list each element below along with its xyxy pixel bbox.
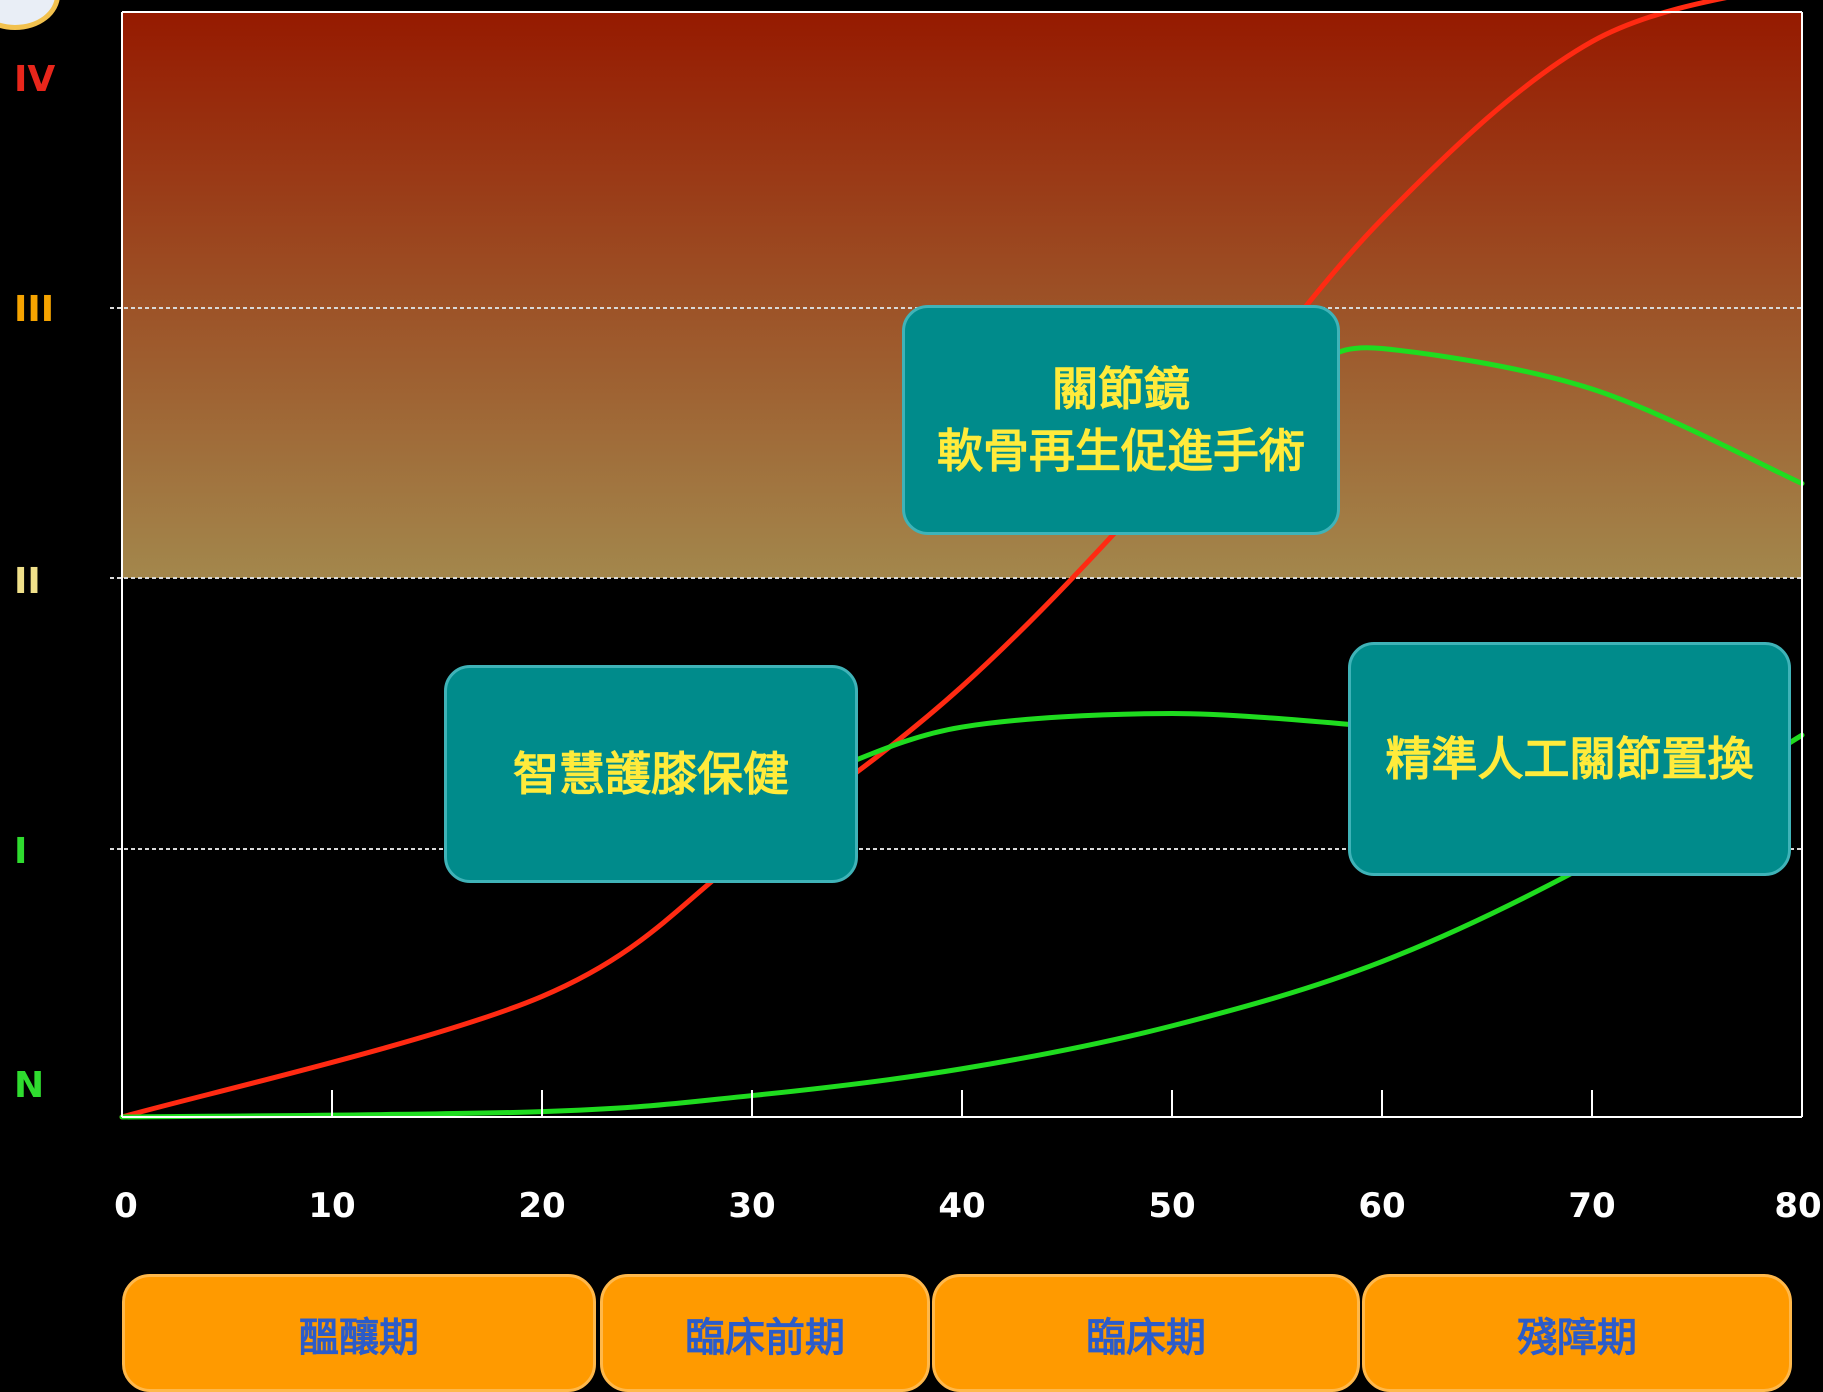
x-tick-marks	[331, 1090, 1593, 1117]
replacement-callout: 精準人工關節置換	[1348, 642, 1791, 876]
stage-disability: 殘障期	[1362, 1274, 1792, 1392]
series-line-1	[119, 732, 1805, 1120]
x-tick-label: 50	[1148, 1186, 1196, 1226]
knee-care-callout-text: 智慧護膝保健	[513, 747, 789, 801]
x-tick-label: 0	[114, 1186, 138, 1226]
series-layer	[119, 0, 1805, 1120]
x-tick-label: 40	[938, 1186, 986, 1226]
x-tick-label: 80	[1774, 1186, 1822, 1226]
x-tick-label: 20	[518, 1186, 566, 1226]
arthroscopy-callout-line1: 關節鏡	[1052, 362, 1190, 416]
series-line-2	[833, 710, 1385, 771]
x-tick-label: 70	[1568, 1186, 1616, 1226]
y-tick-label-n: N	[14, 1065, 45, 1106]
x-tick-label: 60	[1358, 1186, 1406, 1226]
y-tick-label-i: I	[14, 831, 28, 872]
knee-care-callout: 智慧護膝保健	[444, 665, 858, 883]
x-tick-label: 30	[728, 1186, 776, 1226]
stage-preclinical: 臨床前期	[600, 1274, 930, 1392]
y-tick-label-ii: II	[14, 561, 41, 602]
arthroscopy-callout: 關節鏡 軟骨再生促進手術	[902, 305, 1340, 535]
series-line-0	[119, 0, 1727, 1120]
y-tick-label-iii: III	[14, 289, 55, 330]
series-line-3	[1316, 345, 1805, 486]
arthroscopy-callout-line2: 軟骨再生促進手術	[937, 424, 1305, 478]
replacement-callout-text: 精準人工關節置換	[1385, 732, 1754, 786]
stage-incubation: 醞釀期	[122, 1274, 596, 1392]
x-tick-label: 10	[308, 1186, 356, 1226]
y-tick-label-iv: IV	[14, 59, 56, 100]
stage-clinical: 臨床期	[932, 1274, 1360, 1392]
